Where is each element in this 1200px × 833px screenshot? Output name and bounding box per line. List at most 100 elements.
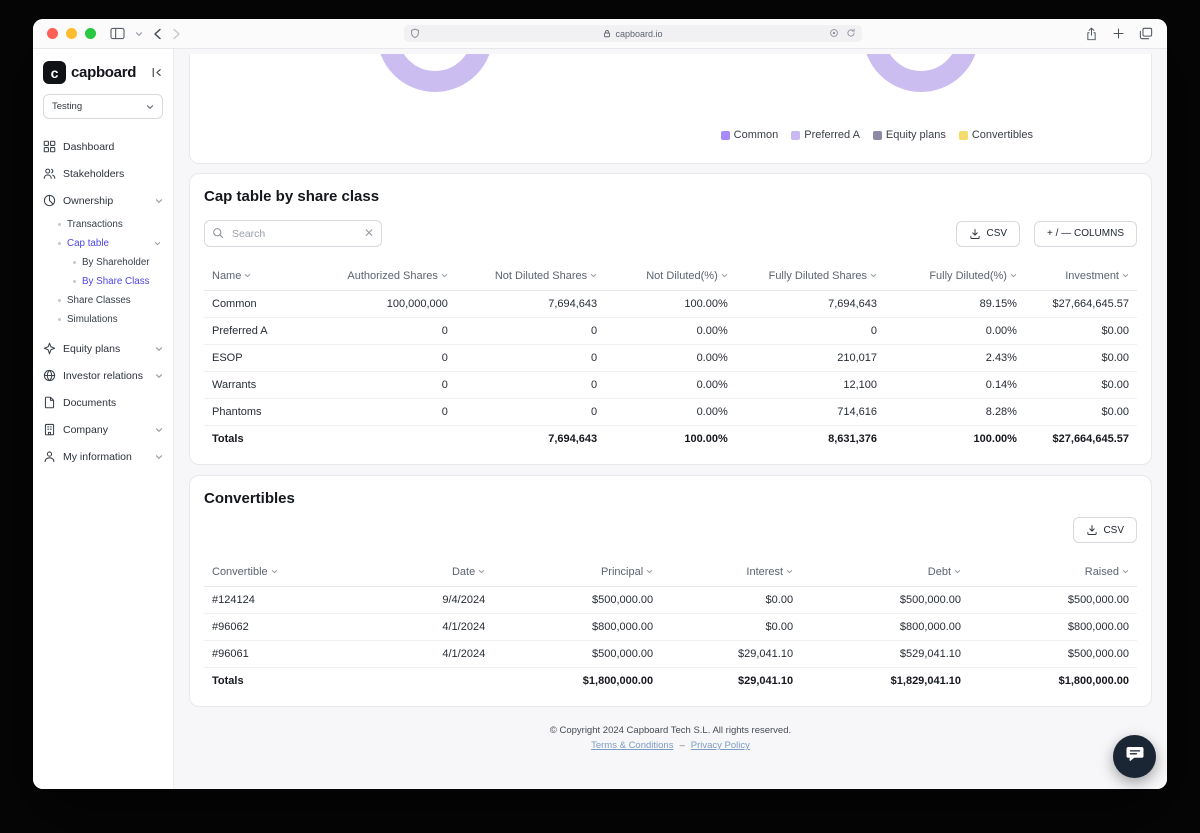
column-header-fully-diluted-pct[interactable]: Fully Diluted(%) <box>885 264 1025 291</box>
table-row: #124124 9/4/2024 $500,000.00 $0.00 $500,… <box>204 586 1137 614</box>
column-header-name[interactable]: Name <box>204 264 326 291</box>
column-header-raised[interactable]: Raised <box>969 560 1137 587</box>
sidebar-item-stakeholders[interactable]: Stakeholders <box>43 160 163 187</box>
new-tab-icon[interactable] <box>1112 27 1125 40</box>
cell-not-diluted-pct: 0.00% <box>605 317 736 345</box>
company-icon <box>43 423 56 436</box>
column-header-convertible[interactable]: Convertible <box>204 560 354 587</box>
column-header-not-diluted-pct[interactable]: Not Diluted(%) <box>605 264 736 291</box>
sort-chevron-icon <box>954 566 961 578</box>
sidebar-item-by-share-class[interactable]: By Share Class <box>43 272 163 291</box>
column-header-fully-diluted-shares[interactable]: Fully Diluted Shares <box>735 264 886 291</box>
column-header-authorized-shares[interactable]: Authorized Shares <box>325 264 456 291</box>
tree-item-label: By Shareholder <box>82 257 150 268</box>
column-header-interest[interactable]: Interest <box>661 560 802 587</box>
csv-export-button[interactable]: CSV <box>956 220 1021 247</box>
collapse-sidebar-icon[interactable] <box>150 66 163 79</box>
ownership-subtree: Transactions Cap table By Shareholder By… <box>43 214 163 335</box>
cell-authorized: 0 <box>325 398 456 426</box>
legend-label: Convertibles <box>971 129 1033 141</box>
legend-item-preferred-a: Preferred A <box>791 129 860 141</box>
columns-toggle-button[interactable]: + / — COLUMNS <box>1034 220 1137 247</box>
tree-item-label: Cap table <box>67 238 109 249</box>
shield-icon[interactable] <box>410 28 420 39</box>
cell-fully-diluted: 7,694,643 <box>735 290 886 318</box>
cell-principal: $800,000.00 <box>493 613 662 641</box>
tab-overview-icon[interactable] <box>1139 27 1153 40</box>
ownership-chart-card: Common Preferred A Equity plans Converti… <box>189 54 1152 164</box>
sort-chevron-icon <box>721 270 728 282</box>
sidebar-item-share-classes[interactable]: Share Classes <box>43 291 163 310</box>
sidebar-item-simulations[interactable]: Simulations <box>43 310 163 329</box>
sidebar-item-my-information[interactable]: My information <box>43 443 163 470</box>
cell-authorized: 0 <box>325 344 456 372</box>
terms-link[interactable]: Terms & Conditions <box>591 740 674 751</box>
stakeholders-icon <box>43 167 56 180</box>
column-header-not-diluted-shares[interactable]: Not Diluted Shares <box>455 264 606 291</box>
privacy-link[interactable]: Privacy Policy <box>690 740 750 751</box>
table-header-row: Name Authorized Shares Not Diluted Share… <box>204 264 1137 291</box>
cell-fully-diluted-pct: 0.00% <box>885 317 1025 345</box>
sort-chevron-icon <box>244 270 251 282</box>
cell-investment: $0.00 <box>1024 317 1137 345</box>
cell-convertible: #96062 <box>204 613 354 641</box>
reload-icon[interactable] <box>846 28 856 38</box>
column-header-debt[interactable]: Debt <box>801 560 970 587</box>
cell-debt: $1,829,041.10 <box>801 667 970 694</box>
cell-principal: $500,000.00 <box>493 586 662 614</box>
copyright-text: © Copyright 2024 Capboard Tech S.L. All … <box>549 725 792 736</box>
sidebar-item-cap-table[interactable]: Cap table <box>43 234 163 253</box>
csv-export-button[interactable]: CSV <box>1073 517 1137 543</box>
sidebar-item-equity-plans[interactable]: Equity plans <box>43 335 163 362</box>
share-icon[interactable] <box>1085 27 1098 41</box>
clear-search-icon[interactable]: ✕ <box>363 226 374 240</box>
forward-button-icon[interactable] <box>172 28 181 40</box>
cap-table-title: Cap table by share class <box>204 188 380 205</box>
tree-item-label: Share Classes <box>67 295 131 306</box>
cell-name: Phantoms <box>204 398 326 426</box>
sidebar-item-company[interactable]: Company <box>43 416 163 443</box>
column-header-principal[interactable]: Principal <box>493 560 662 587</box>
address-bar[interactable]: capboard.io <box>404 25 862 42</box>
zoom-window-button[interactable] <box>85 28 96 39</box>
sidebar-item-investor-relations[interactable]: Investor relations <box>43 362 163 389</box>
legend-label: Equity plans <box>885 129 946 141</box>
cell-fully-diluted-pct: 89.15% <box>885 290 1025 318</box>
minimize-window-button[interactable] <box>66 28 77 39</box>
sidebar-item-by-shareholder[interactable]: By Shareholder <box>43 253 163 272</box>
legend-swatch <box>872 130 882 140</box>
sidebar-toggle-icon[interactable] <box>110 27 125 40</box>
sort-chevron-icon <box>646 566 653 578</box>
cell-investment: $27,664,645.57 <box>1024 290 1137 318</box>
column-header-date[interactable]: Date <box>353 560 494 587</box>
tree-item-label: Simulations <box>67 314 118 325</box>
sort-chevron-icon <box>870 270 877 282</box>
sidebar-item-transactions[interactable]: Transactions <box>43 215 163 234</box>
cell-investment: $0.00 <box>1024 371 1137 399</box>
column-header-investment[interactable]: Investment <box>1024 264 1137 291</box>
sidebar-item-documents[interactable]: Documents <box>43 389 163 416</box>
search-input[interactable] <box>204 220 382 247</box>
page-settings-icon[interactable] <box>829 28 839 38</box>
table-row: #96061 4/1/2024 $500,000.00 $29,041.10 $… <box>204 640 1137 668</box>
close-window-button[interactable] <box>47 28 58 39</box>
chat-bubble-icon <box>1125 744 1145 769</box>
cell-raised: $500,000.00 <box>969 586 1137 614</box>
sidebar-item-dashboard[interactable]: Dashboard <box>43 133 163 160</box>
workspace-selector[interactable]: Testing <box>43 94 163 119</box>
sidebar-item-ownership[interactable]: Ownership <box>43 187 163 214</box>
legend-item-equity-plans: Equity plans <box>872 129 946 141</box>
cell-not-diluted-pct: 100.00% <box>605 290 736 318</box>
chevron-down-icon <box>155 372 163 380</box>
back-button-icon[interactable] <box>153 28 162 40</box>
sort-chevron-icon <box>590 270 597 282</box>
chat-widget-button[interactable] <box>1113 735 1156 778</box>
chevron-down-icon[interactable] <box>135 30 143 38</box>
cell-interest: $0.00 <box>661 613 802 641</box>
cell-not-diluted-pct: 0.00% <box>605 344 736 372</box>
legend-swatch <box>791 130 801 140</box>
cell-convertible: #96061 <box>204 640 354 668</box>
chevron-down-icon <box>154 240 161 247</box>
tree-item-label: Transactions <box>67 219 123 230</box>
cell-authorized: 0 <box>325 371 456 399</box>
